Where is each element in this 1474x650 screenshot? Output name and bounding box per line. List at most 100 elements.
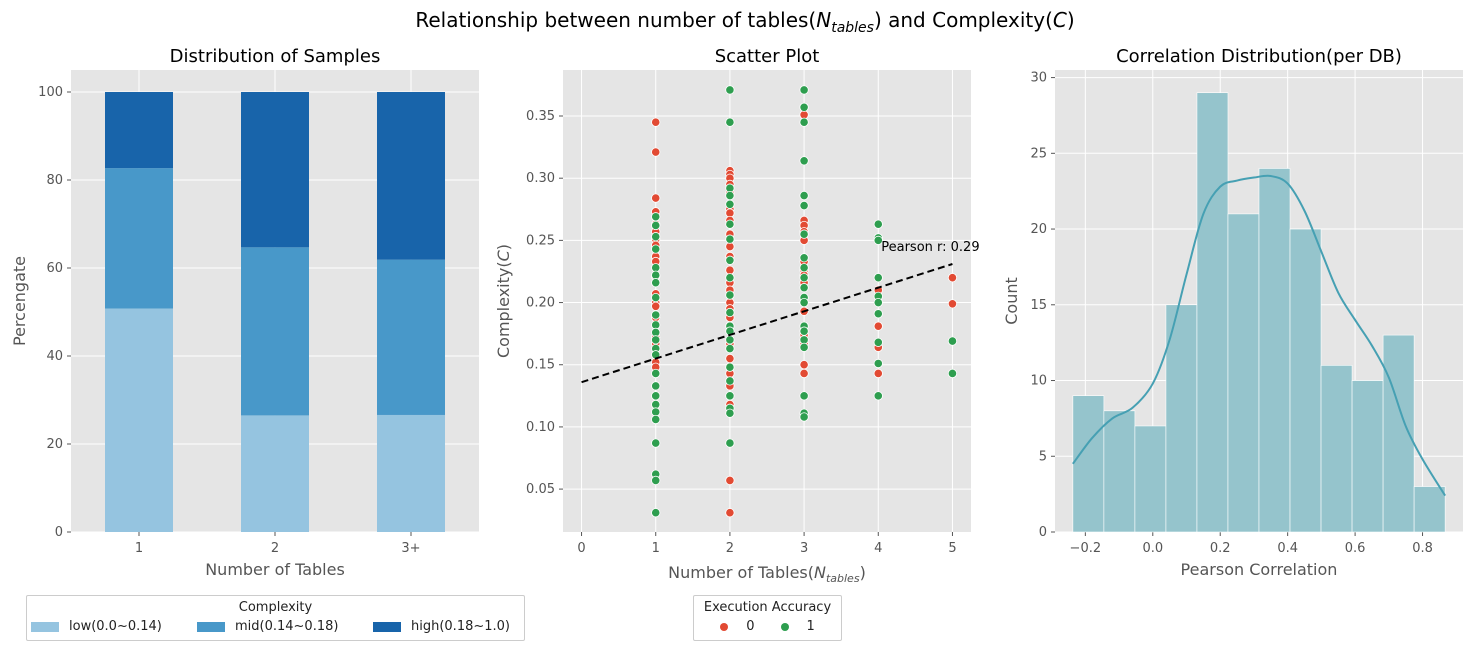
x-tick-label: 2	[726, 541, 734, 556]
scatter-point-acc-1	[873, 219, 883, 229]
legend-item-mid: mid(0.14~0.18)	[197, 619, 373, 634]
scatter-point-acc-1	[725, 273, 735, 283]
legend-label-acc-1: 1	[806, 619, 815, 634]
scatter-point-acc-1	[799, 263, 809, 273]
legend-label-low: low(0.0~0.14)	[69, 619, 162, 634]
y-tick-label: 60	[46, 261, 63, 276]
scatter-point-acc-1	[799, 326, 809, 336]
y-tick-label: 15	[1030, 298, 1047, 313]
title-var: C	[1053, 8, 1067, 32]
y-axis-label: Count	[1002, 277, 1021, 325]
y-axis-label: Percengate	[10, 256, 29, 346]
legend-dot-acc-0	[720, 622, 729, 631]
legend-swatch-mid	[197, 621, 225, 632]
histogram-bar	[1165, 304, 1198, 533]
scatter-point-acc-1	[725, 199, 735, 209]
scatter-panel: 0.05 0.10 0.15 0.20 0.25 0.30 0.35 0 1 2 3 4 5 Pearso…	[494, 46, 980, 585]
scatter-point-acc-1	[725, 307, 735, 318]
histogram-bar	[1196, 92, 1229, 533]
histogram-bar	[1413, 486, 1446, 533]
legend-item-acc-0: 0	[720, 619, 755, 634]
scatter-point-acc-0	[725, 475, 735, 485]
x-axis-label: Number of Tables(Ntables)	[668, 563, 866, 585]
x-axis-label-subscript: tables	[826, 572, 860, 585]
scatter-point-acc-1	[799, 273, 809, 283]
scatter-point-acc-1	[873, 235, 883, 245]
stacked-bar-panel: 0 20 40 60 80 100 1 2 3+ Distribution of Samples N…	[10, 46, 479, 579]
scatter-point-acc-1	[725, 376, 735, 386]
complexity-legend: Complexity low(0.0~0.14) mid(0.14~0.18) …	[26, 595, 525, 641]
scatter-point-acc-1	[651, 335, 661, 345]
scatter-point-acc-0	[725, 508, 735, 518]
y-axis-label: Complexity(C)	[494, 244, 513, 358]
x-axis-label: Number of Tables	[205, 560, 345, 579]
scatter-point-acc-1	[799, 229, 809, 239]
y-tick-label: 0.20	[526, 296, 555, 311]
scatter-point-acc-1	[873, 273, 883, 283]
legend-swatch-low	[31, 621, 59, 632]
histogram-bar	[1134, 425, 1167, 533]
scatter-point-acc-1	[651, 244, 661, 254]
scatter-point-acc-1	[725, 219, 735, 229]
scatter-point-acc-0	[947, 273, 958, 283]
x-axis-label-prefix: Number of Tables(	[668, 563, 814, 582]
x-tick-label: 0.2	[1210, 541, 1231, 556]
scatter-point-acc-1	[651, 391, 661, 401]
scatter-point-acc-1	[651, 438, 661, 448]
scatter-point-acc-1	[799, 117, 809, 127]
scatter-point-acc-1	[725, 438, 735, 448]
scatter-point-acc-1	[799, 85, 809, 95]
scatter-point-acc-1	[651, 220, 661, 231]
x-tick-label: 4	[874, 541, 882, 556]
scatter-point-acc-1	[651, 381, 661, 391]
scatter-point-acc-0	[947, 299, 958, 309]
x-axis-label-symbol: N	[814, 563, 826, 582]
bar-segment-mid	[105, 168, 173, 309]
y-tick-label: 25	[1030, 146, 1047, 161]
x-tick-label: 2	[271, 541, 279, 556]
x-tick-label: 0.4	[1277, 541, 1298, 556]
x-tick-label: 1	[652, 541, 660, 556]
legend-item-high: high(0.18~1.0)	[373, 619, 510, 634]
histogram-bar	[1351, 380, 1384, 533]
scatter-point-acc-0	[873, 368, 883, 379]
x-axis-label: Pearson Correlation	[1181, 560, 1338, 579]
histogram-bar	[1289, 228, 1322, 533]
histogram-bar	[1103, 410, 1136, 533]
scatter-point-acc-1	[873, 309, 883, 319]
scatter-point-acc-1	[725, 234, 735, 244]
scatter-point-acc-1	[799, 297, 809, 308]
y-tick-label: 0	[55, 525, 63, 540]
bar-segment-high	[241, 92, 309, 248]
scatter-point-acc-1	[799, 253, 809, 263]
bar-segment-high	[377, 92, 445, 260]
scatter-point-acc-1	[725, 290, 735, 300]
scatter-point-acc-1	[725, 117, 735, 127]
scatter-point-acc-1	[725, 391, 735, 401]
scatter-point-acc-1	[799, 342, 809, 352]
y-tick-label: 80	[46, 173, 63, 188]
y-tick-label: 0.10	[526, 420, 555, 435]
scatter-point-acc-1	[799, 191, 809, 201]
scatter-point-acc-1	[651, 475, 661, 485]
scatter-point-acc-0	[651, 193, 661, 203]
panel-title: Scatter Plot	[715, 46, 820, 67]
plot-area	[563, 70, 971, 532]
y-tick-label: 40	[46, 349, 63, 364]
complexity-legend-title: Complexity	[238, 600, 313, 615]
x-tick-label: 0.6	[1345, 541, 1366, 556]
scatter-point-acc-1	[799, 156, 809, 166]
y-tick-label: 30	[1030, 71, 1047, 86]
scatter-point-acc-1	[947, 368, 958, 379]
y-axis-label-suffix: )	[494, 244, 513, 250]
x-tick-label: 1	[135, 541, 143, 556]
y-tick-label: 100	[38, 85, 63, 100]
kde-curve	[1072, 174, 1446, 497]
scatter-point-acc-0	[725, 353, 735, 364]
y-tick-label: 0.05	[526, 482, 555, 497]
x-tick-label: 0.0	[1142, 541, 1163, 556]
trend-line	[581, 263, 953, 384]
histogram-bar	[1072, 395, 1105, 533]
scatter-point-acc-1	[725, 255, 735, 265]
scatter-point-acc-1	[873, 337, 883, 347]
